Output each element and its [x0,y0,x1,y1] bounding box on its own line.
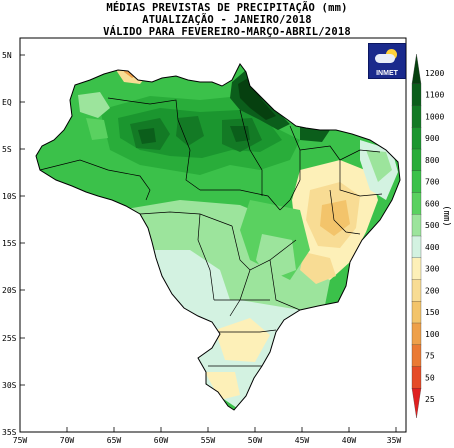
colorbar-swatch [411,105,422,128]
longitude-label: 40W [342,436,357,445]
longitude-label: 75W [13,436,28,445]
longitude-axis: 75W 70W 65W 60W 55W 50W 45W 40W 35W [13,427,402,445]
colorbar-tick-label: 700 [425,178,440,187]
colorbar-unit-label: (mm) [441,205,451,227]
latitude-label: 25S [2,334,17,343]
colorbar-swatch [411,388,422,419]
longitude-label: 45W [295,436,310,445]
colorbar-tick-label: 800 [425,156,440,165]
longitude-label: 55W [201,436,216,445]
latitude-label: 5S [2,145,12,154]
map-titles: MÉDIAS PREVISTAS DE PRECIPITAÇÃO (mm) AT… [0,2,454,38]
latitude-label: 10S [2,192,17,201]
colorbar-swatch [411,301,422,324]
longitude-label: 70W [60,436,75,445]
state-borders [39,97,383,367]
colorbar-swatch [411,192,422,215]
colorbar-swatch [411,170,422,194]
latitude-label: 15S [2,239,17,248]
colorbar-tick-label: 50 [425,373,435,382]
latitude-axis: 5N EQ 5S 10S 15S 20S 25S 30S 35S [2,51,25,437]
title-line-3: VÁLIDO PARA FEVEREIRO-MARÇO-ABRIL/2018 [103,26,351,38]
longitude-label: 35W [387,436,402,445]
colorbar-tick-label: 150 [425,308,440,317]
colorbar-swatch [411,257,422,281]
colorbar-swatch [411,83,422,107]
colorbar-tick-label: 400 [425,243,440,252]
colorbar-tick-label: 75 [425,352,435,361]
colorbar-tick-label: 600 [425,199,440,208]
latitude-label: 20S [2,286,17,295]
latitude-label: 30S [2,381,17,390]
colorbar-tick-label: 300 [425,265,440,274]
colorbar-tick-label: 25 [425,395,435,404]
title-line-2: ATUALIZAÇÃO - JANEIRO/2018 [142,14,312,26]
colorbar-swatch [411,366,422,389]
colorbar-swatch [411,344,422,368]
colorbar-tick-label: 500 [425,221,440,230]
colorbar-tick-label: 900 [425,134,440,143]
latitude-label: 35S [2,428,17,437]
colorbar-swatch [411,322,422,346]
colorbar-swatch [411,279,422,302]
title-line-1: MÉDIAS PREVISTAS DE PRECIPITAÇÃO (mm) [106,2,348,14]
cloud-icon [375,54,395,63]
colorbar-tick-label: 200 [425,286,440,295]
longitude-label: 60W [154,436,169,445]
colorbar-tick-label: 1000 [425,112,444,121]
colorbar-tick-label: 1200 [425,69,444,78]
colorbar-swatch [411,148,422,172]
inmet-logo: INMET [368,43,406,79]
longitude-label: 65W [107,436,122,445]
colorbar-swatch [411,127,422,150]
latitude-label: EQ [2,98,12,107]
longitude-label: 50W [248,436,263,445]
colorbar-swatch [411,235,422,259]
inmet-logo-text: INMET [376,70,398,77]
colorbar-swatch [411,53,422,84]
colorbar-tick-label: 1100 [425,91,444,100]
colorbar: 1200 1100 1000 900 800 700 600 500 400 300 200 150 1… [411,53,444,419]
colorbar-tick-label: 100 [425,330,440,339]
colorbar-swatch [411,214,422,237]
latitude-label: 5N [2,51,12,60]
